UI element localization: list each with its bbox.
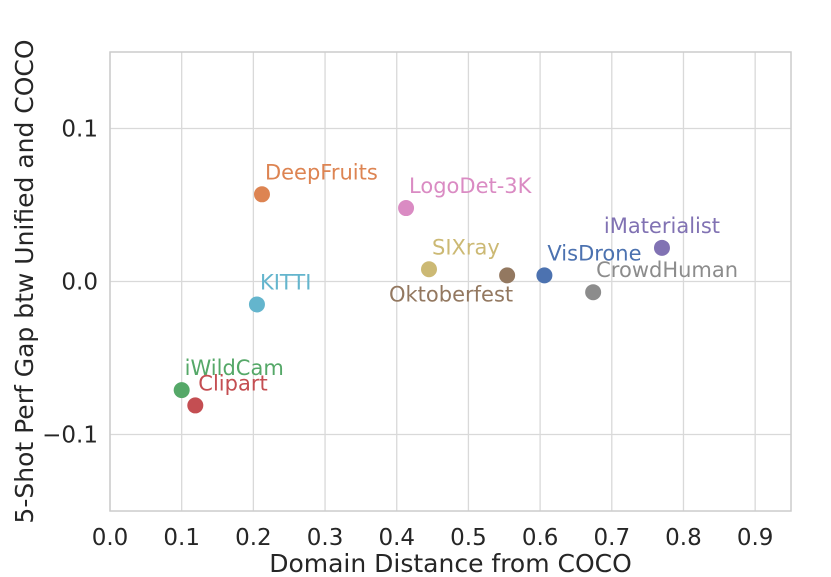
- x-tick-label: 0.3: [307, 525, 344, 551]
- point-label: VisDrone: [547, 241, 641, 265]
- plot-area-frame: [109, 51, 792, 512]
- y-tick-labels: −0.1 0.0 0.1: [42, 117, 98, 449]
- data-point: [248, 296, 265, 313]
- x-tick-label: 0.7: [594, 525, 631, 551]
- y-tick-label: −0.1: [42, 423, 98, 449]
- data-points: [173, 186, 670, 414]
- x-tick-label: 0.0: [92, 525, 129, 551]
- point-label: iWildCam: [185, 356, 284, 380]
- data-point: [253, 186, 270, 203]
- point-label: Oktoberfest: [389, 282, 513, 306]
- x-tick-label: 0.4: [378, 525, 415, 551]
- x-tick-labels: 0.0 0.1 0.2 0.3 0.4 0.5 0.6 0.7 0.8 0.9: [92, 525, 774, 551]
- x-tick-label: 0.5: [450, 525, 487, 551]
- y-axis-title: 5-Shot Perf Gap btw Unified and COCO: [10, 39, 39, 523]
- point-label: CrowdHuman: [596, 258, 738, 282]
- data-point: [536, 267, 553, 284]
- point-labels: DeepFruits LogoDet-3K iMaterialist SIXray Vi…: [185, 160, 738, 395]
- data-point: [398, 200, 415, 217]
- x-tick-label: 0.1: [163, 525, 200, 551]
- x-tick-label: 0.2: [235, 525, 272, 551]
- y-tick-label: 0.0: [61, 270, 98, 296]
- data-point: [173, 382, 190, 399]
- data-point: [499, 267, 516, 284]
- point-label: LogoDet-3K: [409, 174, 533, 198]
- data-point: [653, 239, 670, 256]
- x-tick-label: 0.8: [665, 525, 702, 551]
- data-point: [420, 261, 437, 278]
- data-point: [585, 284, 602, 301]
- y-grid-lines: [110, 127, 791, 436]
- point-label: iMaterialist: [604, 214, 720, 238]
- point-label: Clipart: [198, 371, 267, 395]
- x-axis-title: Domain Distance from COCO: [269, 549, 632, 577]
- point-label: KITTI: [260, 270, 311, 294]
- point-label: DeepFruits: [265, 160, 378, 184]
- x-tick-label: 0.9: [737, 525, 774, 551]
- x-tick-label: 0.6: [522, 525, 559, 551]
- y-tick-label: 0.1: [61, 117, 98, 143]
- data-point: [187, 397, 204, 414]
- point-label: SIXray: [432, 235, 500, 259]
